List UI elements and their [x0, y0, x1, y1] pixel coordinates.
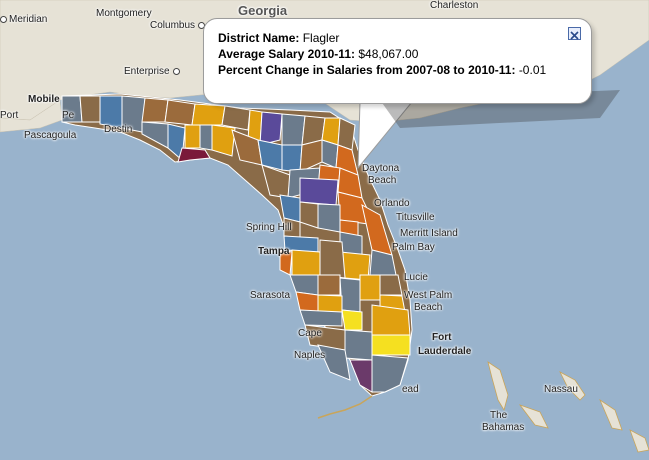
label-tampa: Tampa: [258, 246, 290, 257]
label-lucie: Lucie: [404, 272, 428, 283]
district-row: District Name: Flagler: [218, 30, 546, 46]
county-wakulla: [211, 124, 236, 157]
average-salary-row: Average Salary 2010-11: $48,067.00: [218, 46, 546, 62]
percent-change-value: -0.01: [518, 63, 547, 77]
label-bahamas: Bahamas: [482, 422, 525, 433]
county-orange: [339, 231, 363, 256]
county-franklin: [177, 147, 211, 163]
label-pe: Pe: [62, 110, 75, 121]
county-madison: [259, 111, 283, 146]
label-mobile: Mobile: [28, 94, 60, 105]
label-pascagoula: Pascagoula: [24, 130, 77, 141]
counties[interactable]: [61, 95, 411, 393]
label-west-palm: West Palm: [404, 290, 453, 301]
county-okeechobee: [359, 274, 381, 301]
county-stlucie: [379, 274, 403, 296]
label-titusville: Titusville: [396, 212, 435, 223]
label-merritt-island: Merritt Island: [400, 228, 458, 239]
city-dot-icon: [0, 15, 7, 23]
label-sarasota: Sarasota: [250, 290, 291, 301]
florida-keys: [317, 395, 373, 419]
label-port: Port: [0, 110, 19, 121]
city-dot-icon: [172, 67, 180, 75]
label-orlando: Orlando: [374, 198, 410, 209]
label-spring-hill: Spring Hill: [246, 222, 292, 233]
county-broward: [371, 334, 411, 356]
label-fort: Fort: [432, 332, 452, 343]
average-salary-label: Average Salary 2010-11:: [218, 47, 355, 61]
label-the: The: [490, 410, 508, 421]
label-daytona-beach: Beach: [368, 175, 397, 186]
label-nassau: Nassau: [544, 384, 578, 395]
label-meridian: Meridian: [0, 14, 47, 25]
county-lafayette: [281, 113, 306, 146]
county-holmes: [141, 97, 169, 123]
label-enterprise-text: Enterprise: [124, 66, 170, 77]
county-jackson: [164, 99, 196, 126]
label-charleston: Charleston: [430, 0, 479, 11]
label-daytona: Daytona: [362, 163, 400, 174]
label-lauderdale: Lauderdale: [418, 346, 472, 357]
bahamas-islands: [487, 361, 649, 453]
label-meridian-text: Meridian: [9, 14, 48, 25]
county-baker: [281, 144, 303, 173]
county-hardee: [317, 274, 341, 296]
label-cape-coral: Cape: [298, 328, 322, 339]
county-gadsden: [191, 103, 226, 126]
close-icon[interactable]: [568, 27, 581, 40]
district-label: District Name:: [218, 31, 300, 45]
label-montgomery: Montgomery: [96, 8, 152, 19]
county-santarosa: [79, 95, 101, 123]
county-polk: [319, 239, 346, 279]
label-west-palm-beach: Beach: [414, 302, 443, 313]
label-palm-bay: Palm Bay: [392, 242, 435, 253]
label-georgia: Georgia: [238, 3, 288, 18]
county-miamidade: [371, 354, 409, 393]
county-palmbeach: [371, 304, 411, 336]
label-destin: Destin: [104, 124, 133, 135]
label-columbus: Columbus: [150, 20, 207, 31]
close-x-glyph: [570, 31, 579, 40]
county-charlotte: [299, 309, 343, 327]
county-hendry: [344, 329, 373, 361]
percent-change-row: Percent Change in Salaries from 2007-08 …: [218, 62, 546, 78]
county-leon: [221, 105, 251, 131]
county-sarasota: [295, 291, 319, 313]
label-naples: Naples: [294, 350, 326, 361]
label-enterprise: Enterprise: [124, 66, 182, 77]
county-highlands: [339, 277, 361, 313]
label-homestead: ead: [402, 384, 419, 395]
district-value: Flagler: [302, 31, 340, 45]
info-window: District Name: Flagler Average Salary 20…: [203, 18, 592, 104]
county-lake: [317, 203, 341, 233]
average-salary-value: $48,067.00: [358, 47, 419, 61]
info-window-content: District Name: Flagler Average Salary 20…: [218, 30, 546, 78]
county-marion: [299, 177, 339, 206]
county-calhoun: [184, 124, 201, 149]
county-collier: [317, 344, 351, 381]
percent-change-label: Percent Change in Salaries from 2007-08 …: [218, 63, 516, 77]
county-hillsborough: [291, 249, 321, 276]
county-desoto: [317, 294, 343, 313]
county-liberty: [199, 124, 213, 151]
label-columbus-text: Columbus: [150, 20, 196, 31]
county-glades: [341, 309, 363, 331]
